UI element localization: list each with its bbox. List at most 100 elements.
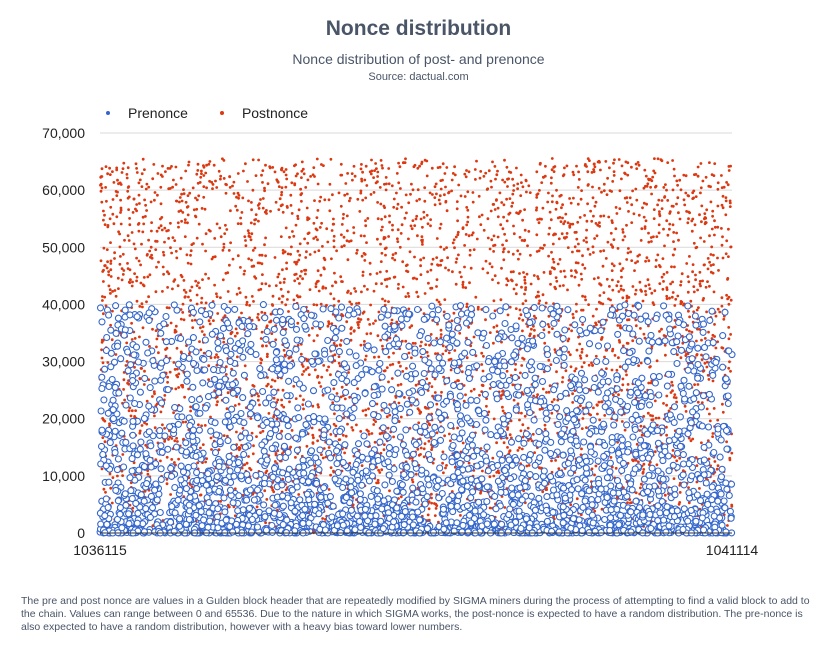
postnonce-point xyxy=(380,408,384,412)
postnonce-point xyxy=(271,378,274,382)
postnonce-point xyxy=(202,165,206,169)
postnonce-point xyxy=(280,398,283,402)
postnonce-point xyxy=(383,369,387,373)
postnonce-point xyxy=(528,334,532,338)
postnonce-point xyxy=(495,324,499,328)
postnonce-point xyxy=(255,392,259,395)
postnonce-point xyxy=(263,243,266,247)
postnonce-point xyxy=(290,245,293,249)
postnonce-point xyxy=(516,402,520,406)
postnonce-point xyxy=(577,242,580,246)
postnonce-point xyxy=(579,272,583,276)
postnonce-point xyxy=(167,306,171,310)
postnonce-point xyxy=(153,198,156,202)
postnonce-point xyxy=(523,281,527,285)
postnonce-point xyxy=(159,185,163,189)
postnonce-point xyxy=(653,289,657,293)
postnonce-point xyxy=(429,224,432,228)
postnonce-point xyxy=(314,285,318,289)
postnonce-point xyxy=(575,237,579,241)
postnonce-point xyxy=(618,262,622,266)
postnonce-point xyxy=(356,197,360,201)
postnonce-point xyxy=(621,344,625,348)
postnonce-point xyxy=(112,222,116,226)
postnonce-point xyxy=(240,211,244,214)
postnonce-point xyxy=(536,275,539,278)
legend-item-prenonce[interactable]: Prenonce xyxy=(106,105,188,121)
postnonce-point xyxy=(619,326,623,330)
postnonce-point xyxy=(182,288,186,292)
postnonce-point xyxy=(558,194,562,198)
postnonce-point xyxy=(367,430,370,433)
postnonce-point xyxy=(399,415,403,419)
legend-item-postnonce[interactable]: Postnonce xyxy=(219,105,308,121)
postnonce-point xyxy=(119,208,123,212)
postnonce-point xyxy=(675,400,678,404)
postnonce-point xyxy=(654,416,658,420)
postnonce-point xyxy=(276,388,280,392)
postnonce-point xyxy=(601,302,605,306)
postnonce-point xyxy=(461,283,465,286)
postnonce-point xyxy=(590,171,594,174)
postnonce-point xyxy=(678,217,682,221)
postnonce-point xyxy=(350,426,354,429)
postnonce-point xyxy=(481,267,485,271)
postnonce-point xyxy=(365,332,369,336)
postnonce-point xyxy=(330,229,334,232)
postnonce-point xyxy=(709,264,713,267)
postnonce-point xyxy=(433,514,437,517)
postnonce-point xyxy=(397,401,401,405)
postnonce-point xyxy=(480,351,484,355)
postnonce-point xyxy=(673,265,676,269)
postnonce-point xyxy=(511,192,515,196)
postnonce-point xyxy=(341,217,345,220)
prenonce-point xyxy=(172,443,181,451)
postnonce-point xyxy=(670,265,673,269)
postnonce-point xyxy=(276,179,279,183)
prenonce-point xyxy=(474,329,482,337)
postnonce-point xyxy=(411,480,415,484)
postnonce-point xyxy=(550,411,554,415)
postnonce-point xyxy=(257,158,260,162)
postnonce-point xyxy=(581,323,584,326)
postnonce-point xyxy=(471,200,475,204)
postnonce-point xyxy=(317,405,320,409)
postnonce-point xyxy=(133,272,137,275)
postnonce-point xyxy=(594,354,598,358)
postnonce-point xyxy=(361,311,365,315)
postnonce-point xyxy=(634,162,638,166)
postnonce-point xyxy=(536,294,539,298)
postnonce-point xyxy=(505,165,509,169)
postnonce-point xyxy=(208,160,212,163)
postnonce-point xyxy=(578,342,582,346)
postnonce-point xyxy=(208,229,212,233)
postnonce-point xyxy=(148,249,152,253)
postnonce-point xyxy=(713,225,717,229)
postnonce-point xyxy=(427,281,430,285)
postnonce-point xyxy=(308,288,312,291)
postnonce-point xyxy=(594,222,598,225)
prenonce-point xyxy=(260,447,268,455)
postnonce-point xyxy=(272,490,276,494)
postnonce-point xyxy=(696,288,699,292)
postnonce-point xyxy=(359,189,363,193)
postnonce-point xyxy=(728,456,732,460)
postnonce-point xyxy=(364,224,368,228)
postnonce-point xyxy=(492,417,496,421)
postnonce-point xyxy=(497,471,501,475)
postnonce-point xyxy=(375,481,378,485)
prenonce-point xyxy=(708,307,716,315)
postnonce-point xyxy=(542,328,546,332)
postnonce-point xyxy=(372,191,376,194)
postnonce-point xyxy=(645,202,648,206)
postnonce-point xyxy=(226,391,230,395)
postnonce-point xyxy=(700,204,704,208)
postnonce-point xyxy=(127,195,131,199)
postnonce-point xyxy=(213,255,217,259)
postnonce-point xyxy=(538,408,542,411)
postnonce-point xyxy=(257,318,261,322)
postnonce-point xyxy=(698,270,702,274)
postnonce-point xyxy=(565,164,569,168)
x-tick-label: 1041114 xyxy=(706,542,759,558)
postnonce-point xyxy=(308,253,312,256)
